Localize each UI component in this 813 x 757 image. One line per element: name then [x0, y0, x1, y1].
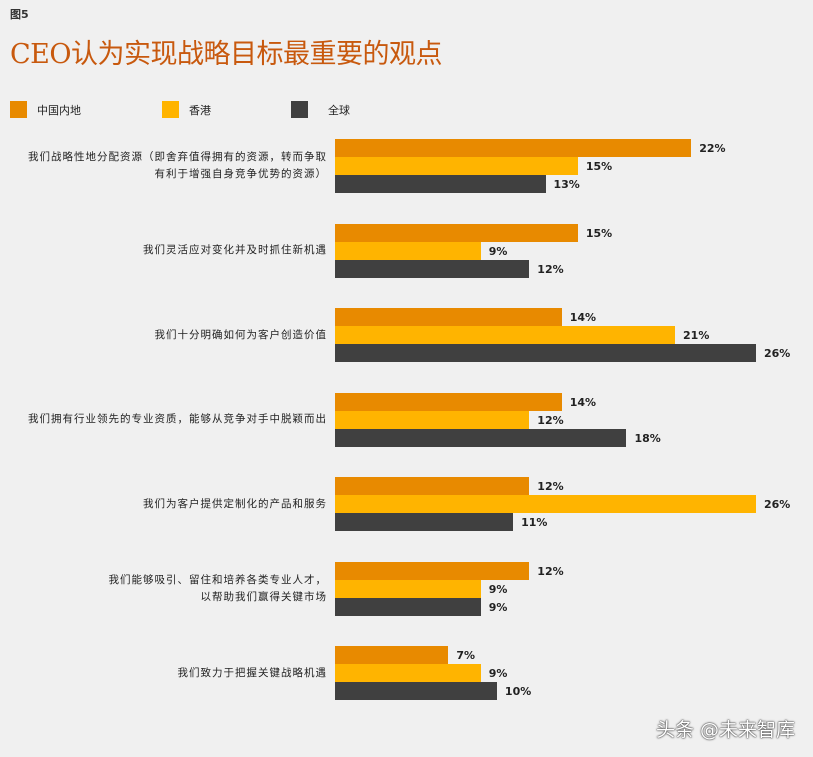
bar	[335, 513, 514, 531]
data-label: 18%	[634, 431, 661, 445]
data-label: 9%	[488, 582, 508, 596]
bar	[335, 477, 530, 495]
legend-item: 全球	[291, 101, 350, 118]
bar	[335, 344, 756, 362]
bar	[335, 495, 756, 513]
data-label: 13%	[553, 178, 580, 191]
data-label: 14%	[569, 395, 597, 409]
bar	[335, 326, 676, 344]
data-label: 9%	[488, 667, 508, 680]
legend-swatch	[10, 101, 27, 118]
data-label: 15%	[585, 226, 613, 240]
category-label: 我们拥有行业领先的专业资质，能够从竞争对手中脱颖而出	[28, 413, 327, 425]
data-label: 12%	[537, 262, 564, 276]
bar	[335, 139, 692, 157]
legend-label: 中国内地	[37, 103, 81, 117]
legend-item: 香港	[162, 101, 211, 118]
category-label: 我们能够吸引、留住和培养各类专业人才， 以帮助我们赢得关键市场	[108, 573, 327, 603]
data-label: 12%	[537, 564, 564, 578]
bar	[335, 597, 481, 616]
legend-swatch	[162, 101, 179, 118]
category-label: 我们战略性地分配资源（即舍弃值得拥有的资源，转而争取 有利于增强自身竞争优势的资源…	[28, 151, 327, 180]
bar	[335, 308, 562, 326]
bar	[335, 561, 530, 580]
chart-title: CEO认为实现战略目标最重要的观点	[10, 39, 443, 70]
bar	[335, 579, 481, 598]
data-label: 9%	[488, 600, 508, 614]
legend-swatch	[291, 101, 308, 118]
bar	[335, 259, 530, 278]
bar	[335, 410, 530, 429]
legend-label: 全球	[328, 103, 350, 117]
category-label: 我们灵活应对变化并及时抓住新机遇	[143, 244, 327, 256]
data-label: 21%	[683, 329, 710, 342]
bar	[335, 428, 627, 447]
data-label: 9%	[488, 244, 508, 258]
data-label: 10%	[504, 685, 532, 698]
bar	[335, 646, 449, 664]
category-label: 我们致力于把握关键战略机遇	[177, 666, 327, 679]
bar	[335, 157, 578, 175]
figure-label: 图5	[10, 8, 29, 21]
watermark: 头条 @未来智库	[655, 719, 795, 741]
data-label: 15%	[585, 160, 613, 173]
category-label: 我们为客户提供定制化的产品和服务	[143, 497, 327, 510]
data-label: 7%	[456, 649, 476, 662]
data-label: 14%	[569, 311, 597, 324]
data-label: 26%	[764, 498, 791, 511]
legend-item: 中国内地	[10, 101, 81, 118]
legend-label: 香港	[189, 103, 211, 117]
data-label: 11%	[521, 516, 548, 529]
data-label: 12%	[537, 413, 564, 427]
category-label: 我们十分明确如何为客户创造价值	[154, 328, 327, 341]
data-label: 12%	[537, 480, 564, 493]
bar	[335, 682, 497, 700]
data-label: 22%	[699, 142, 726, 155]
bar	[335, 241, 481, 260]
bar	[335, 664, 481, 682]
bar	[335, 175, 546, 193]
data-label: 26%	[764, 347, 791, 360]
bar	[335, 223, 578, 242]
bar	[335, 392, 562, 411]
